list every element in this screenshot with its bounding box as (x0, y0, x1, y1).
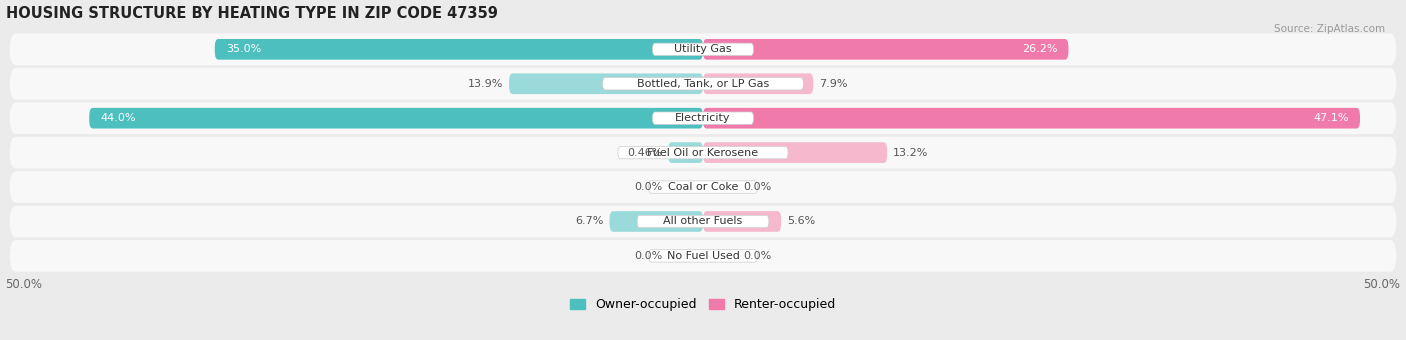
Text: Fuel Oil or Kerosene: Fuel Oil or Kerosene (647, 148, 759, 158)
FancyBboxPatch shape (703, 142, 887, 163)
FancyBboxPatch shape (610, 211, 703, 232)
FancyBboxPatch shape (668, 142, 703, 163)
FancyBboxPatch shape (637, 215, 769, 228)
Text: Bottled, Tank, or LP Gas: Bottled, Tank, or LP Gas (637, 79, 769, 89)
FancyBboxPatch shape (703, 73, 813, 94)
Text: Electricity: Electricity (675, 113, 731, 123)
FancyBboxPatch shape (703, 108, 1360, 129)
FancyBboxPatch shape (648, 181, 758, 193)
FancyBboxPatch shape (603, 78, 803, 90)
FancyBboxPatch shape (89, 108, 703, 129)
FancyBboxPatch shape (10, 137, 1396, 168)
Text: 35.0%: 35.0% (226, 44, 262, 54)
FancyBboxPatch shape (10, 102, 1396, 134)
Text: 6.7%: 6.7% (575, 217, 605, 226)
FancyBboxPatch shape (10, 240, 1396, 272)
Text: Utility Gas: Utility Gas (675, 44, 731, 54)
FancyBboxPatch shape (10, 68, 1396, 100)
FancyBboxPatch shape (652, 112, 754, 124)
Text: 50.0%: 50.0% (1364, 278, 1400, 291)
Text: 5.6%: 5.6% (787, 217, 815, 226)
FancyBboxPatch shape (703, 211, 782, 232)
Text: 50.0%: 50.0% (6, 278, 42, 291)
Text: Source: ZipAtlas.com: Source: ZipAtlas.com (1274, 24, 1385, 34)
Text: All other Fuels: All other Fuels (664, 217, 742, 226)
FancyBboxPatch shape (703, 39, 1069, 60)
FancyBboxPatch shape (617, 147, 789, 159)
Text: 26.2%: 26.2% (1022, 44, 1057, 54)
Text: 13.9%: 13.9% (468, 79, 503, 89)
FancyBboxPatch shape (10, 33, 1396, 65)
Text: No Fuel Used: No Fuel Used (666, 251, 740, 261)
FancyBboxPatch shape (652, 43, 754, 55)
Text: 47.1%: 47.1% (1313, 113, 1348, 123)
FancyBboxPatch shape (215, 39, 703, 60)
FancyBboxPatch shape (648, 250, 758, 262)
Legend: Owner-occupied, Renter-occupied: Owner-occupied, Renter-occupied (567, 294, 839, 315)
Text: 7.9%: 7.9% (818, 79, 848, 89)
Text: 0.46%: 0.46% (627, 148, 662, 158)
FancyBboxPatch shape (10, 171, 1396, 203)
Text: 44.0%: 44.0% (100, 113, 136, 123)
FancyBboxPatch shape (509, 73, 703, 94)
Text: Coal or Coke: Coal or Coke (668, 182, 738, 192)
FancyBboxPatch shape (10, 206, 1396, 237)
Text: 0.0%: 0.0% (744, 251, 772, 261)
Text: 13.2%: 13.2% (893, 148, 928, 158)
Text: 0.0%: 0.0% (744, 182, 772, 192)
Text: 0.0%: 0.0% (634, 182, 662, 192)
Text: 0.0%: 0.0% (634, 251, 662, 261)
Text: HOUSING STRUCTURE BY HEATING TYPE IN ZIP CODE 47359: HOUSING STRUCTURE BY HEATING TYPE IN ZIP… (6, 5, 498, 20)
